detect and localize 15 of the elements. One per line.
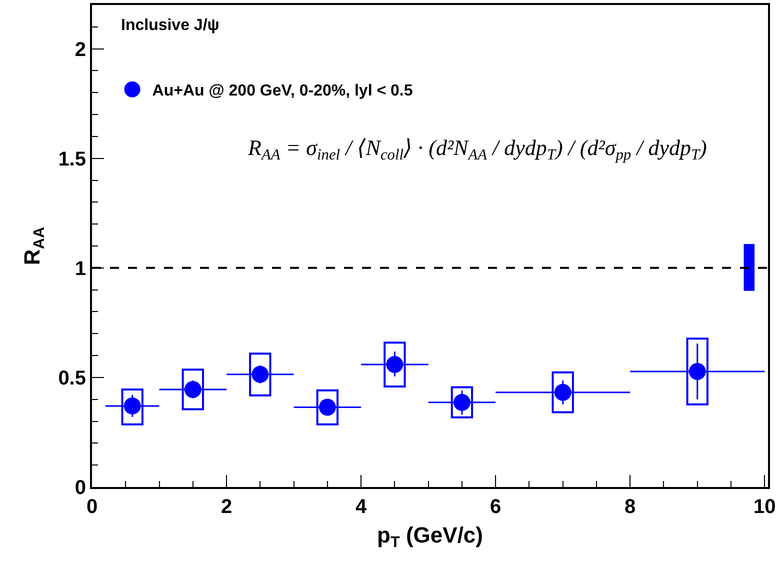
y-tick-label: 1.5 — [58, 148, 86, 170]
x-tick-label: 4 — [355, 496, 368, 518]
annotation: Inclusive J/ψ — [121, 17, 220, 34]
x-tick-label: 2 — [220, 496, 232, 518]
y-tick-label: 1 — [74, 258, 86, 280]
x-tick-label: 10 — [754, 496, 776, 518]
x-tick-label: 6 — [490, 496, 502, 518]
y-tick-label: 0 — [74, 477, 86, 499]
y-tick-label: 0.5 — [58, 367, 86, 390]
bar — [744, 244, 755, 291]
x-axis-title: p$_{T}$ (GeV/c) — [377, 522, 483, 552]
x-tick-label: 8 — [624, 496, 636, 518]
text: R$_{AA}$ = σ$_{inel}$ / ⟨N$_{coll}$⟩ · (d²N$_{AA}$ / dydp$_{T}$) / (d²σ$_{pp}$ / dydp$_{T}$) — [248, 135, 707, 164]
y-tick-label: 2 — [74, 38, 86, 61]
legend-label: Au+Au @ 200 GeV, 0-20%, lyl < 0.5 — [152, 82, 413, 100]
